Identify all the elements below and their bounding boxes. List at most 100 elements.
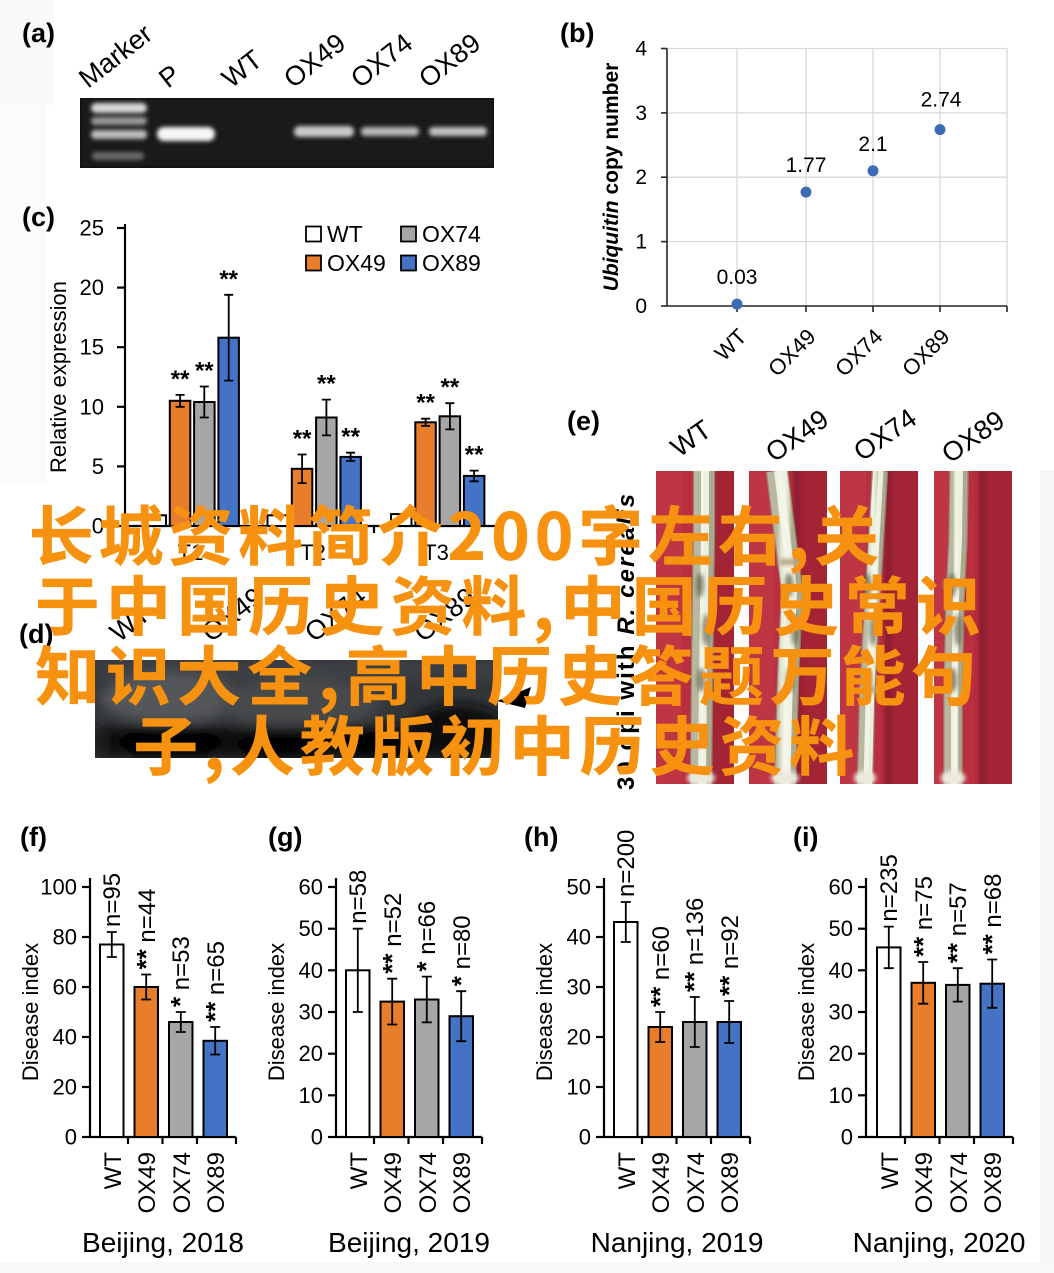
svg-text:40: 40 [829,958,853,983]
svg-text:60: 60 [299,875,323,900]
svg-text:0: 0 [841,1125,853,1150]
svg-text:20: 20 [829,1041,853,1066]
svg-text:** n=68: ** n=68 [977,874,1007,955]
svg-text:2.1: 2.1 [858,133,887,156]
svg-text:**: ** [293,426,312,453]
svg-text:OX74: OX74 [422,221,481,247]
svg-text:0.03: 0.03 [717,266,758,289]
svg-text:WT: WT [877,1152,904,1190]
svg-text:**: ** [465,442,484,469]
svg-text:(h): (h) [524,822,558,852]
svg-text:** n=60: ** n=60 [645,926,675,1007]
svg-text:** n=75: ** n=75 [908,876,938,957]
svg-text:T2: T2 [300,540,326,565]
svg-text:2.74: 2.74 [921,89,962,112]
svg-text:**: ** [171,366,190,393]
svg-text:Ubiquitin copy number: Ubiquitin copy number [600,63,623,292]
svg-text:25: 25 [80,216,104,241]
svg-text:60: 60 [53,975,77,1000]
svg-text:30: 30 [299,1000,323,1025]
svg-text:(f): (f) [20,822,47,852]
svg-text:(b): (b) [560,18,594,48]
svg-text:**: ** [341,424,360,451]
svg-text:5: 5 [92,454,104,479]
svg-text:WT: WT [327,221,363,247]
svg-text:Disease index: Disease index [264,943,289,1081]
svg-text:Relative expression: Relative expression [46,281,71,473]
svg-text:20: 20 [567,1025,591,1050]
svg-text:WT: WT [614,1152,641,1190]
svg-text:OX89: OX89 [717,1152,744,1213]
svg-text:(a): (a) [22,18,55,48]
svg-text:**: ** [219,266,238,293]
svg-text:0: 0 [311,1125,323,1150]
svg-text:20: 20 [53,1075,77,1100]
svg-text:(g): (g) [268,822,302,852]
svg-text:2: 2 [635,166,647,189]
svg-text:OX89: OX89 [449,1152,476,1213]
svg-text:3: 3 [635,102,647,125]
svg-text:n=235: n=235 [876,854,903,921]
svg-text:Nanjing, 2019: Nanjing, 2019 [591,1227,764,1258]
svg-text:30: 30 [829,1000,853,1025]
svg-text:Beijing, 2018: Beijing, 2018 [82,1227,244,1258]
svg-text:100: 100 [40,875,77,900]
svg-text:40: 40 [53,1025,77,1050]
svg-text:0: 0 [92,514,104,539]
svg-text:OX74: OX74 [169,1152,196,1213]
svg-text:50: 50 [567,875,591,900]
svg-text:(d): (d) [19,619,53,649]
svg-text:** n=136: ** n=136 [679,898,709,992]
svg-text:Nanjing, 2020: Nanjing, 2020 [853,1227,1026,1258]
svg-text:1: 1 [635,231,647,254]
svg-text:Disease index: Disease index [794,943,819,1081]
svg-text:50: 50 [829,916,853,941]
svg-text:** n=92: ** n=92 [714,915,744,996]
svg-text:**: ** [441,374,460,401]
svg-text:OX49: OX49 [134,1152,161,1213]
svg-text:OX49: OX49 [648,1152,675,1213]
svg-text:80: 80 [53,925,77,950]
svg-text:0: 0 [635,295,647,318]
svg-text:50: 50 [299,916,323,941]
svg-text:Disease index: Disease index [532,943,557,1081]
svg-text:1.77: 1.77 [786,154,827,177]
svg-text:** n=44: ** n=44 [131,889,161,970]
svg-text:* n=53: * n=53 [165,936,195,1007]
svg-text:** n=65: ** n=65 [200,941,230,1022]
svg-text:** n=57: ** n=57 [942,882,972,963]
svg-text:** n=52: ** n=52 [377,893,407,974]
svg-text:10: 10 [80,394,104,419]
svg-text:15: 15 [80,335,104,360]
svg-text:WT: WT [346,1152,373,1190]
svg-text:**: ** [317,371,336,398]
svg-text:n=95: n=95 [99,873,126,927]
svg-text:10: 10 [299,1083,323,1108]
svg-text:20: 20 [80,275,104,300]
svg-text:40: 40 [299,958,323,983]
svg-text:20: 20 [299,1041,323,1066]
svg-text:OX49: OX49 [380,1152,407,1213]
svg-text:n=58: n=58 [345,870,372,924]
svg-text:60: 60 [829,875,853,900]
svg-text:10: 10 [567,1075,591,1100]
svg-text:4: 4 [635,38,647,61]
svg-text:WT: WT [100,1152,127,1190]
svg-text:OX49: OX49 [911,1152,938,1213]
svg-text:* n=66: * n=66 [411,901,441,972]
svg-text:0: 0 [65,1125,77,1150]
svg-text:**: ** [416,390,435,417]
svg-text:OX49: OX49 [327,250,386,276]
svg-text:OX89: OX89 [422,250,481,276]
svg-text:(e): (e) [567,406,600,436]
svg-text:10: 10 [829,1083,853,1108]
svg-text:(i): (i) [793,822,818,852]
svg-text:* n=80: * n=80 [446,915,476,986]
svg-text:OX74: OX74 [946,1152,973,1213]
svg-text:OX74: OX74 [683,1152,710,1213]
svg-text:Beijing, 2019: Beijing, 2019 [328,1227,490,1258]
svg-text:(c): (c) [22,202,55,232]
svg-text:0: 0 [579,1125,591,1150]
svg-text:OX74: OX74 [415,1152,442,1213]
svg-text:n=200: n=200 [613,830,640,897]
